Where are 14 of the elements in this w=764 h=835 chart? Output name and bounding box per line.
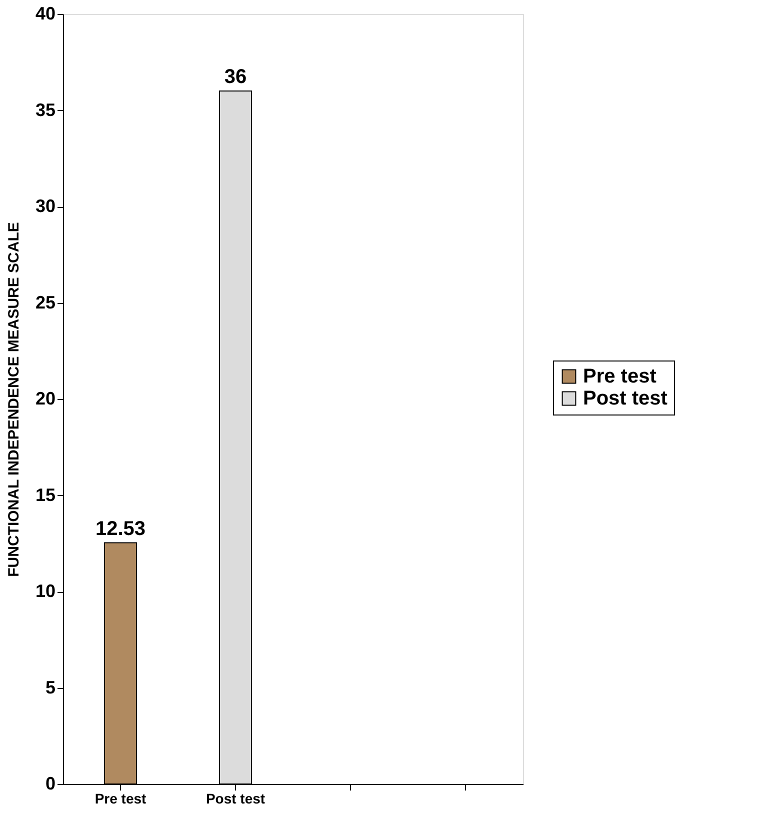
legend-label: Pre test xyxy=(583,366,657,388)
legend-label: Post test xyxy=(583,388,668,410)
y-tick-label: 35 xyxy=(35,100,56,120)
y-tick-label: 40 xyxy=(35,4,56,24)
y-axis-title: FUNCTIONAL INDEPENDENCE MEASURE SCALE xyxy=(5,222,22,577)
data-label: 12.53 xyxy=(95,518,146,540)
y-tick-label: 0 xyxy=(45,774,56,794)
data-label: 36 xyxy=(224,66,247,88)
y-tick-label: 5 xyxy=(45,677,56,698)
y-tick-label: 30 xyxy=(35,196,56,216)
y-tick-label: 15 xyxy=(35,484,56,505)
y-tick-label: 10 xyxy=(35,581,56,601)
y-tick-label: 20 xyxy=(35,388,56,408)
y-tick-label: 25 xyxy=(35,292,56,312)
